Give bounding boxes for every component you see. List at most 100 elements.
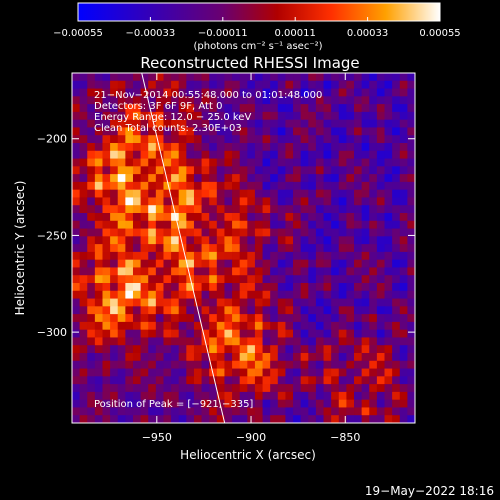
heatmap-cell [186,314,195,323]
heatmap-cell [323,360,332,369]
heatmap-cell [79,135,88,144]
heatmap-cell [270,143,279,152]
heatmap-cell [94,360,103,369]
colorbar-tick-label: 0.00033 [347,28,388,39]
heatmap-cell [399,360,408,369]
heatmap-cell [140,283,149,292]
heatmap-cell [140,205,149,214]
heatmap-cell [224,96,233,105]
heatmap-cell [140,236,149,245]
heatmap-cell [163,283,172,292]
heatmap-cell [163,306,172,315]
heatmap-cell [392,236,401,245]
heatmap-cell [308,399,317,408]
heatmap-cell [155,267,164,276]
heatmap-cell [262,228,271,237]
heatmap-cell [201,189,210,198]
heatmap-cell [407,345,415,354]
heatmap-cell [392,88,401,97]
heatmap-cell [277,213,286,222]
heatmap-cell [354,127,363,136]
heatmap-cell [224,236,233,245]
heatmap-cell [186,251,195,261]
heatmap-cell [384,360,393,369]
heatmap-cell [270,275,279,284]
heatmap-cell [110,127,119,136]
heatmap-cell [224,213,233,222]
heatmap-cell [79,275,88,284]
heatmap-cell [125,166,134,175]
heatmap-cell [178,174,187,183]
heatmap-cell [110,111,119,121]
heatmap-cell [300,96,309,105]
heatmap-cell [224,205,233,214]
heatmap-cell [247,345,256,354]
heatmap-cell [125,329,134,338]
heatmap-cell [323,189,332,198]
heatmap-cell [186,228,195,237]
heatmap-cell [140,88,149,97]
heatmap-cell [155,306,164,315]
heatmap-cell [293,73,302,82]
heatmap-cell [79,143,88,152]
heatmap-cell [193,407,202,416]
heatmap-cell [277,228,286,237]
heatmap-cell [72,391,81,401]
heatmap-cell [369,384,378,393]
heatmap-cell [331,251,340,261]
heatmap-cell [171,150,180,159]
heatmap-cell [392,158,401,167]
heatmap-cell [140,174,149,183]
heatmap-cell [216,88,225,97]
heatmap-cell [232,189,241,198]
heatmap-cell [224,228,233,237]
heatmap-cell [331,290,340,299]
heatmap-cell [354,298,363,307]
heatmap-cell [346,96,355,105]
heatmap-cell [94,189,103,198]
heatmap-cell [186,119,195,128]
heatmap-cell [239,104,248,113]
heatmap-cell [132,119,141,128]
heatmap-cell [262,150,271,159]
heatmap-cell [285,337,294,346]
heatmap-cell [87,104,96,113]
heatmap-cell [178,127,187,136]
heatmap-cell [87,135,96,144]
heatmap-cell [94,368,103,377]
heatmap-cell [346,150,355,159]
heatmap-cell [87,174,96,183]
heatmap-cell [308,150,317,159]
heatmap-cell [369,368,378,377]
heatmap-cell [300,306,309,315]
heatmap-cell [315,96,324,105]
heatmap-cell [399,88,408,97]
heatmap-cell [392,399,401,408]
heatmap-cell [247,267,256,276]
heatmap-cell [270,197,279,206]
heatmap-cell [140,290,149,299]
heatmap-cell [369,119,378,128]
heatmap-cell [216,80,225,89]
heatmap-cell [354,119,363,128]
heatmap-cell [94,205,103,214]
heatmap-cell [277,73,286,82]
heatmap-cell [140,96,149,105]
heatmap-cell [293,181,302,191]
heatmap-cell [132,345,141,354]
heatmap-cell [209,345,218,354]
heatmap-cell [186,415,195,423]
heatmap-cell [72,143,81,152]
heatmap-cell [171,220,180,229]
heatmap-cell [354,197,363,206]
heatmap-cell [178,399,187,408]
heatmap-cell [193,127,202,136]
heatmap-cell [384,213,393,222]
heatmap-cell [247,283,256,292]
heatmap-cell [399,80,408,89]
heatmap-cell [376,80,385,89]
heatmap-cell [369,205,378,214]
heatmap-cell [209,283,218,292]
heatmap-cell [110,158,119,167]
heatmap-cell [384,104,393,113]
